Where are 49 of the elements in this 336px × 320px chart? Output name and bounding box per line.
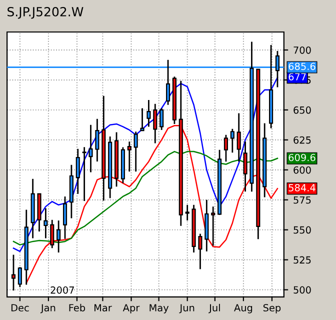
y-tick-label: 500 (294, 286, 311, 294)
y-tick-label: 650 (294, 106, 311, 114)
line-series (12, 76, 278, 252)
y-tick-label: 600 (294, 166, 311, 174)
candlestick (88, 124, 93, 173)
line-series (26, 125, 278, 284)
y-tick-label: 575 (294, 196, 311, 204)
chart-title: S.JP.J5202.W (8, 6, 84, 19)
candlestick (11, 254, 16, 292)
candlestick (230, 128, 234, 154)
x-tick-label: Feb (69, 304, 86, 312)
candlestick (160, 108, 164, 131)
candlestick (236, 112, 241, 162)
candlestick (95, 118, 100, 162)
x-tick-label: Jun (179, 304, 194, 314)
candlestick (134, 130, 138, 172)
x-tick-label: Aug (234, 304, 252, 314)
candlestick (140, 108, 144, 132)
x-tick-label: Apr (122, 304, 140, 314)
candlestick (50, 219, 54, 249)
x-tick-label: Jul (208, 304, 220, 314)
x-tick-label: Mar (94, 304, 112, 312)
candlestick (76, 148, 80, 195)
candlestick (18, 266, 22, 288)
x-tick-label: Jan (40, 304, 56, 314)
x-tick-label: Dec (11, 304, 29, 312)
line-series (12, 150, 278, 246)
candlestick (224, 134, 228, 162)
candlestick (56, 220, 61, 254)
candlestick (243, 140, 248, 192)
candlestick (44, 208, 48, 239)
candlestick (153, 103, 158, 144)
x-tick-label: May (150, 304, 169, 314)
annotation: 2007 (50, 286, 74, 294)
y-tick-label: 525 (294, 256, 311, 264)
y-tick-label: 700 (294, 46, 311, 54)
y-tick-label: 625 (294, 136, 311, 144)
candlestick (211, 206, 216, 246)
candlestick (127, 140, 132, 172)
candlestick (82, 146, 86, 202)
candlestick (146, 99, 151, 128)
data-label: 609.6 (288, 154, 316, 162)
x-tick-label: Sep (263, 304, 281, 314)
data-label: 584.4 (288, 184, 316, 192)
candlestick (198, 233, 202, 270)
candlestick (62, 196, 68, 240)
candlestick (185, 204, 190, 222)
y-tick-label: 550 (294, 226, 311, 234)
ref-line-label: 685.6 (288, 62, 316, 70)
